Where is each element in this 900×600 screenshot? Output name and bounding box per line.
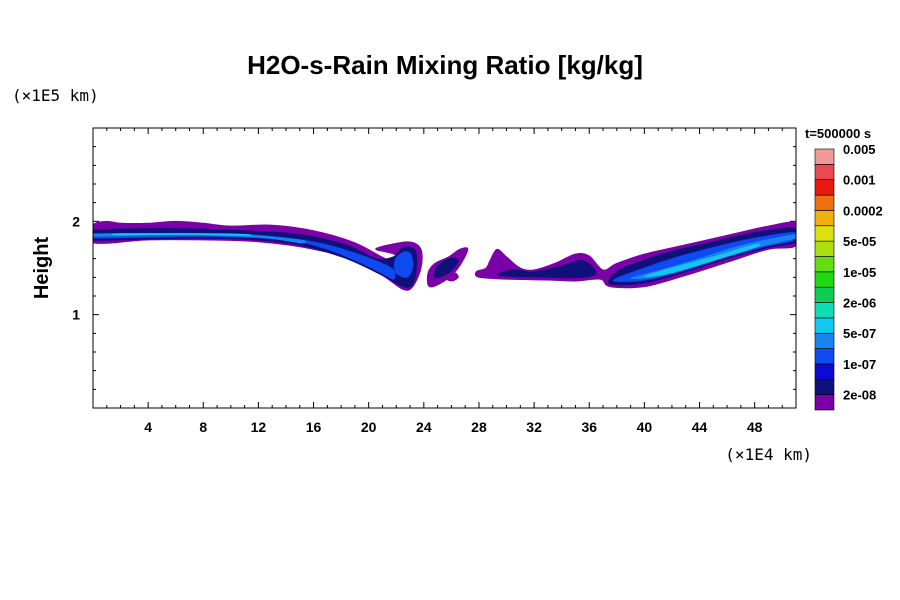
chart-title: H2O-s-Rain Mixing Ratio [kg/kg] [247, 50, 643, 80]
y-axis-label: Height [31, 237, 53, 300]
colorbar-swatch [814, 378, 835, 395]
colorbar-swatch [814, 256, 835, 273]
contour-region-level-4 [93, 233, 307, 244]
plot-frame [92, 127, 797, 409]
x-tick-label: 8 [199, 419, 207, 435]
x-tick-label: 4 [144, 419, 152, 435]
x-tick-label: 12 [251, 419, 267, 435]
colorbar-swatch [814, 148, 835, 165]
x-tick-label: 20 [361, 419, 377, 435]
colorbar-label: 1e-07 [843, 357, 876, 372]
colorbar-swatch [814, 348, 835, 365]
y-tick-label: 2 [72, 213, 80, 229]
plot-area: 4 8 12 16 20 24 28 32 36 40 44 48 12 [72, 127, 797, 435]
colorbar-swatch [814, 332, 835, 349]
colorbar: 2e-08 1e-07 5e-07 2e-06 1e-05 5e-05 0.0002 0.00… [814, 142, 883, 411]
colorbar-swatch [814, 394, 835, 411]
colorbar-swatch [814, 164, 835, 181]
colorbar-swatch [814, 240, 835, 257]
contour-region-level-1 [433, 257, 459, 278]
colorbar-swatch [814, 179, 835, 196]
colorbar-label: 2e-06 [843, 296, 876, 311]
x-ticks: 4 8 12 16 20 24 28 32 36 40 44 48 [106, 128, 783, 435]
contour-region-level-5 [643, 243, 761, 277]
colorbar-swatch [814, 271, 835, 288]
contour-region-level-1 [497, 259, 597, 279]
contour-region-level-3 [393, 251, 414, 278]
contour-region-level-0 [444, 272, 459, 282]
x-tick-label: 36 [581, 419, 597, 435]
colorbar-swatch [814, 363, 835, 380]
x-tick-label: 24 [416, 419, 432, 435]
contour-region-level-5 [111, 233, 252, 236]
x-tick-label: 32 [526, 419, 542, 435]
colorbar-label: 1e-05 [843, 265, 876, 280]
x-axis-unit: (×1E4 km) [725, 445, 812, 464]
colorbar-swatch [814, 286, 835, 303]
y-ticks: 12 [72, 146, 796, 390]
x-tick-label: 28 [471, 419, 487, 435]
y-axis-unit: (×1E5 km) [12, 86, 99, 105]
colorbar-swatch [814, 194, 835, 211]
colorbar-label: 5e-05 [843, 234, 876, 249]
colorbar-swatch [814, 225, 835, 242]
x-tick-label: 44 [692, 419, 708, 435]
colorbar-label: 0.005 [843, 142, 876, 157]
colorbar-swatch [814, 317, 835, 334]
colorbar-label: 2e-08 [843, 388, 876, 403]
colorbar-label: 0.0002 [843, 203, 883, 218]
colorbar-label: 0.001 [843, 173, 876, 188]
y-tick-label: 1 [72, 307, 80, 323]
contour-fills [93, 220, 796, 291]
colorbar-swatch [814, 210, 835, 227]
contour-region-level-1 [93, 228, 418, 288]
colorbar-label: 5e-07 [843, 326, 876, 341]
x-tick-label: 16 [306, 419, 322, 435]
x-tick-label: 48 [747, 419, 763, 435]
x-tick-label: 40 [637, 419, 653, 435]
time-label: t=500000 s [805, 126, 871, 141]
colorbar-swatch [814, 302, 835, 319]
